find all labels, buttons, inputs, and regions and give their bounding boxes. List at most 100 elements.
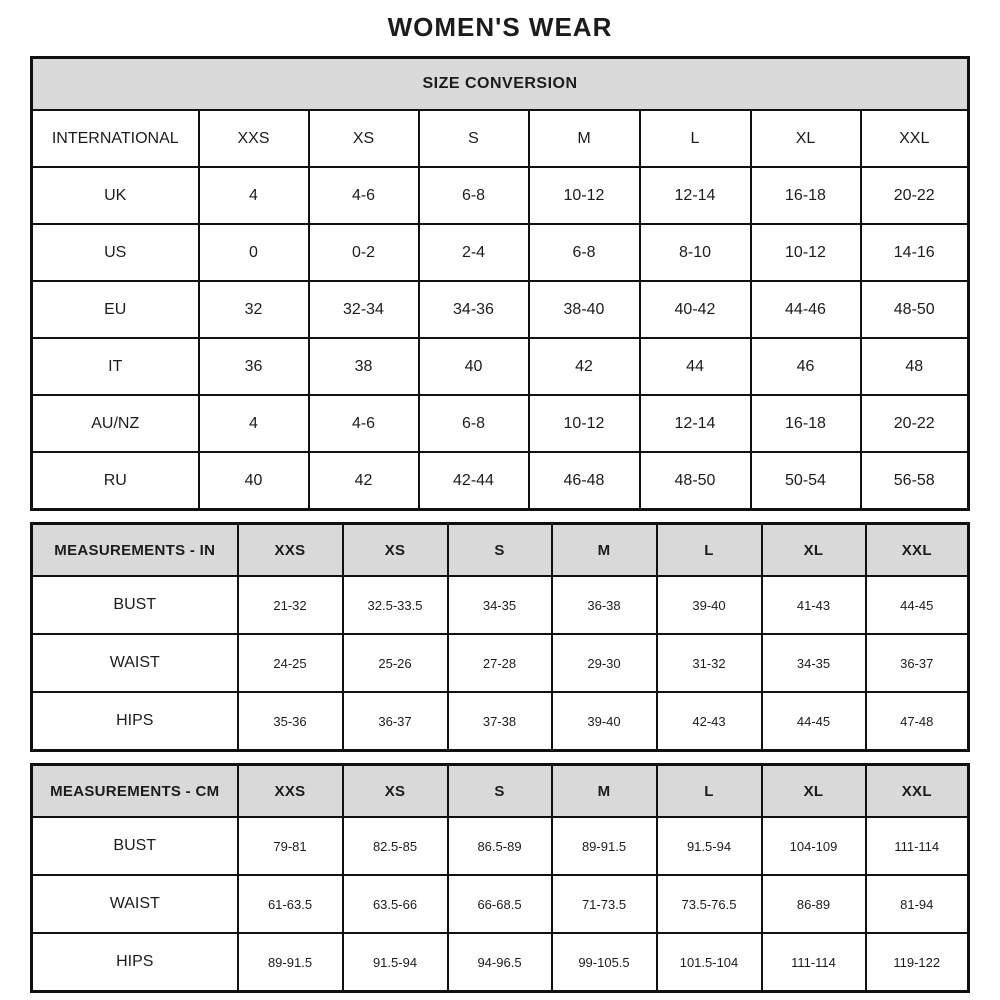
measurements-cm-row: HIPS 89-91.5 91.5-94 94-96.5 99-105.5 101.5-1… xyxy=(30,932,970,993)
measurement-value-cell: 104-109 xyxy=(760,816,867,876)
measurement-value-cell: 29-30 xyxy=(550,633,658,693)
region-label: UK xyxy=(30,166,200,225)
measurement-label: BUST xyxy=(30,575,239,635)
measurement-value-cell: 36-37 xyxy=(864,633,970,693)
measurement-value-cell: 31-32 xyxy=(655,633,763,693)
size-value-cell: 46-48 xyxy=(527,451,641,511)
size-conversion-header-row: INTERNATIONAL XXS XS S M L XL XXL xyxy=(30,109,970,168)
measurement-value-cell: 81-94 xyxy=(864,874,970,934)
size-value-cell: 12-14 xyxy=(638,394,752,453)
measurement-value-cell: 91.5-94 xyxy=(655,816,763,876)
size-column-header: XXL xyxy=(864,522,970,577)
size-column-header: S xyxy=(417,109,530,168)
size-value-cell: 4-6 xyxy=(307,394,420,453)
size-conversion-row: UK 4 4-6 6-8 10-12 12-14 16-18 20-22 xyxy=(30,166,970,225)
measurements-in-row: WAIST 24-25 25-26 27-28 29-30 31-32 34-35 36-37 xyxy=(30,633,970,693)
size-column-header: XS xyxy=(341,763,449,818)
size-value-cell: 10-12 xyxy=(527,394,641,453)
size-value-cell: 38-40 xyxy=(527,280,641,339)
size-conversion-row: US 0 0-2 2-4 6-8 8-10 10-12 14-16 xyxy=(30,223,970,282)
size-column-header: XXL xyxy=(859,109,970,168)
measurement-value-cell: 61-63.5 xyxy=(236,874,344,934)
measurement-value-cell: 37-38 xyxy=(446,691,553,752)
size-value-cell: 4 xyxy=(197,166,310,225)
measurements-cm-title: MEASUREMENTS - CM xyxy=(30,763,239,818)
measurement-value-cell: 42-43 xyxy=(655,691,763,752)
measurement-value-cell: 119-122 xyxy=(864,932,970,993)
measurement-value-cell: 63.5-66 xyxy=(341,874,449,934)
measurement-value-cell: 34-35 xyxy=(760,633,867,693)
measurement-value-cell: 24-25 xyxy=(236,633,344,693)
measurement-value-cell: 101.5-104 xyxy=(655,932,763,993)
size-value-cell: 36 xyxy=(197,337,310,396)
measurement-label: WAIST xyxy=(30,874,239,934)
measurement-value-cell: 89-91.5 xyxy=(236,932,344,993)
size-value-cell: 56-58 xyxy=(859,451,970,511)
size-value-cell: 32 xyxy=(197,280,310,339)
size-value-cell: 20-22 xyxy=(859,166,970,225)
size-value-cell: 48-50 xyxy=(638,451,752,511)
size-value-cell: 42 xyxy=(307,451,420,511)
region-label: IT xyxy=(30,337,200,396)
measurement-value-cell: 32.5-33.5 xyxy=(341,575,449,635)
measurements-in-header-row: MEASUREMENTS - IN XXS XS S M L XL XXL xyxy=(30,522,970,577)
measurement-value-cell: 39-40 xyxy=(655,575,763,635)
measurements-in-row: HIPS 35-36 36-37 37-38 39-40 42-43 44-45 47-48 xyxy=(30,691,970,752)
size-value-cell: 2-4 xyxy=(417,223,530,282)
measurement-value-cell: 89-91.5 xyxy=(550,816,658,876)
region-label: EU xyxy=(30,280,200,339)
size-column-header: M xyxy=(550,763,658,818)
size-conversion-row: IT 36 38 40 42 44 46 48 xyxy=(30,337,970,396)
size-value-cell: 42-44 xyxy=(417,451,530,511)
measurement-value-cell: 73.5-76.5 xyxy=(655,874,763,934)
size-value-cell: 4 xyxy=(197,394,310,453)
size-value-cell: 6-8 xyxy=(527,223,641,282)
size-conversion-row: RU 40 42 42-44 46-48 48-50 50-54 56-58 xyxy=(30,451,970,511)
measurement-value-cell: 44-45 xyxy=(760,691,867,752)
measurement-value-cell: 79-81 xyxy=(236,816,344,876)
size-column-header: XL xyxy=(749,109,862,168)
measurement-value-cell: 99-105.5 xyxy=(550,932,658,993)
measurement-label: WAIST xyxy=(30,633,239,693)
measurement-value-cell: 34-35 xyxy=(446,575,553,635)
measurement-value-cell: 111-114 xyxy=(760,932,867,993)
size-value-cell: 0-2 xyxy=(307,223,420,282)
measurement-value-cell: 25-26 xyxy=(341,633,449,693)
measurement-value-cell: 66-68.5 xyxy=(446,874,553,934)
measurement-value-cell: 91.5-94 xyxy=(341,932,449,993)
size-value-cell: 34-36 xyxy=(417,280,530,339)
size-conversion-table: SIZE CONVERSION INTERNATIONAL XXS XS S M L XL XX… xyxy=(30,56,970,511)
size-column-header: XS xyxy=(341,522,449,577)
measurement-value-cell: 94-96.5 xyxy=(446,932,553,993)
measurements-cm-table: MEASUREMENTS - CM XXS XS S M L XL XXL BUST 79-81 8… xyxy=(30,763,970,993)
measurement-value-cell: 71-73.5 xyxy=(550,874,658,934)
size-value-cell: 10-12 xyxy=(527,166,641,225)
size-value-cell: 12-14 xyxy=(638,166,752,225)
measurement-value-cell: 86.5-89 xyxy=(446,816,553,876)
size-column-header: XL xyxy=(760,522,867,577)
size-conversion-row: AU/NZ 4 4-6 6-8 10-12 12-14 16-18 20-22 xyxy=(30,394,970,453)
measurements-in-title: MEASUREMENTS - IN xyxy=(30,522,239,577)
measurement-label: HIPS xyxy=(30,691,239,752)
measurement-value-cell: 111-114 xyxy=(864,816,970,876)
measurement-value-cell: 86-89 xyxy=(760,874,867,934)
size-value-cell: 46 xyxy=(749,337,862,396)
size-value-cell: 6-8 xyxy=(417,394,530,453)
size-column-header: M xyxy=(550,522,658,577)
size-value-cell: 40 xyxy=(417,337,530,396)
region-label: AU/NZ xyxy=(30,394,200,453)
measurement-value-cell: 35-36 xyxy=(236,691,344,752)
measurement-value-cell: 44-45 xyxy=(864,575,970,635)
region-label: US xyxy=(30,223,200,282)
measurement-value-cell: 47-48 xyxy=(864,691,970,752)
measurement-label: HIPS xyxy=(30,932,239,993)
measurement-value-cell: 82.5-85 xyxy=(341,816,449,876)
measurement-value-cell: 41-43 xyxy=(760,575,867,635)
size-conversion-row: EU 32 32-34 34-36 38-40 40-42 44-46 48-50 xyxy=(30,280,970,339)
measurement-value-cell: 39-40 xyxy=(550,691,658,752)
size-column-header: XXS xyxy=(236,522,344,577)
size-value-cell: 10-12 xyxy=(749,223,862,282)
size-column-header: S xyxy=(446,522,553,577)
size-column-header: XXS xyxy=(236,763,344,818)
page-title: WOMEN'S WEAR xyxy=(387,12,613,42)
